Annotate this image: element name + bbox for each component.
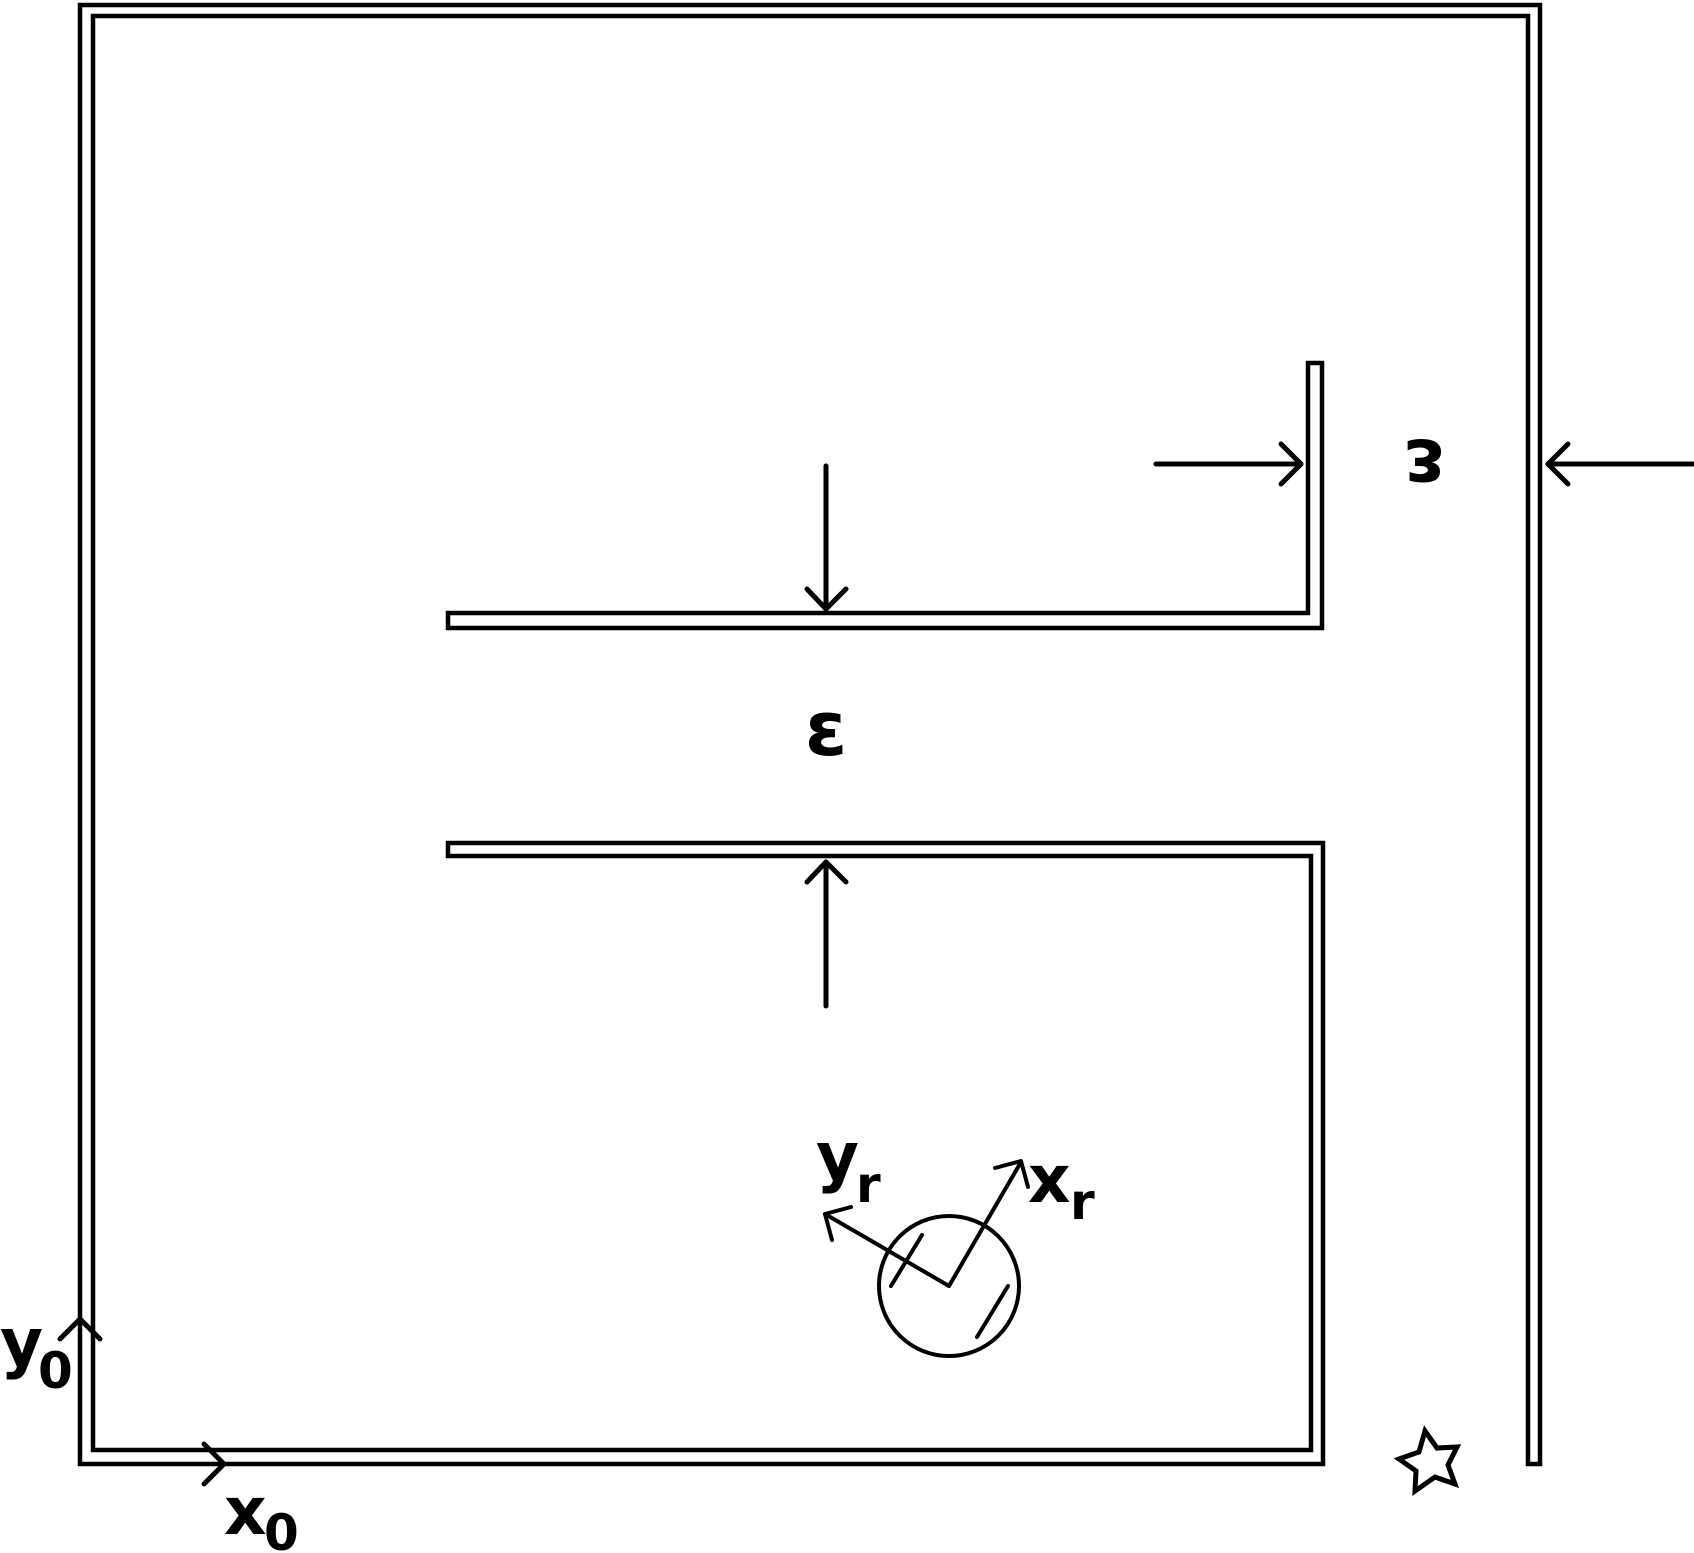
arrow-right-icon [1153,441,1304,487]
star-icon [1393,1425,1462,1496]
robot-y-label: y [816,1118,859,1195]
world-x-subscript: 0 [264,1504,299,1553]
world-y-subscript: 0 [38,1342,73,1400]
world-y-axis-arrow-icon [57,1316,103,1342]
world-x-axis-arrow-icon [201,1441,227,1487]
epsilon-dimensions: ε ε [804,422,1694,1009]
circle-robot-icon [823,1159,1030,1358]
robot-x-subscript: r [1070,1173,1095,1231]
world-frame: x 0 y 0 [0,1304,299,1553]
arrow-up-icon [804,859,849,1009]
world-x-label: x [224,1473,267,1550]
robot-y-axis-arrow-icon [823,1205,951,1288]
world-y-label: y [0,1304,43,1381]
epsilon-label-horizontal-gap: ε [1403,422,1445,511]
robot-x-label: x [1028,1141,1071,1218]
robot-y-subscript: r [856,1156,881,1214]
maze-walls [77,2,1543,1467]
epsilon-label-vertical-gap: ε [805,684,847,773]
arrow-left-icon [1545,441,1694,487]
outer-wall [77,2,1543,1467]
arrow-down-icon [804,463,849,612]
upper-inner-wall [445,360,1325,631]
robot-x-axis-arrow-icon [947,1159,1030,1288]
